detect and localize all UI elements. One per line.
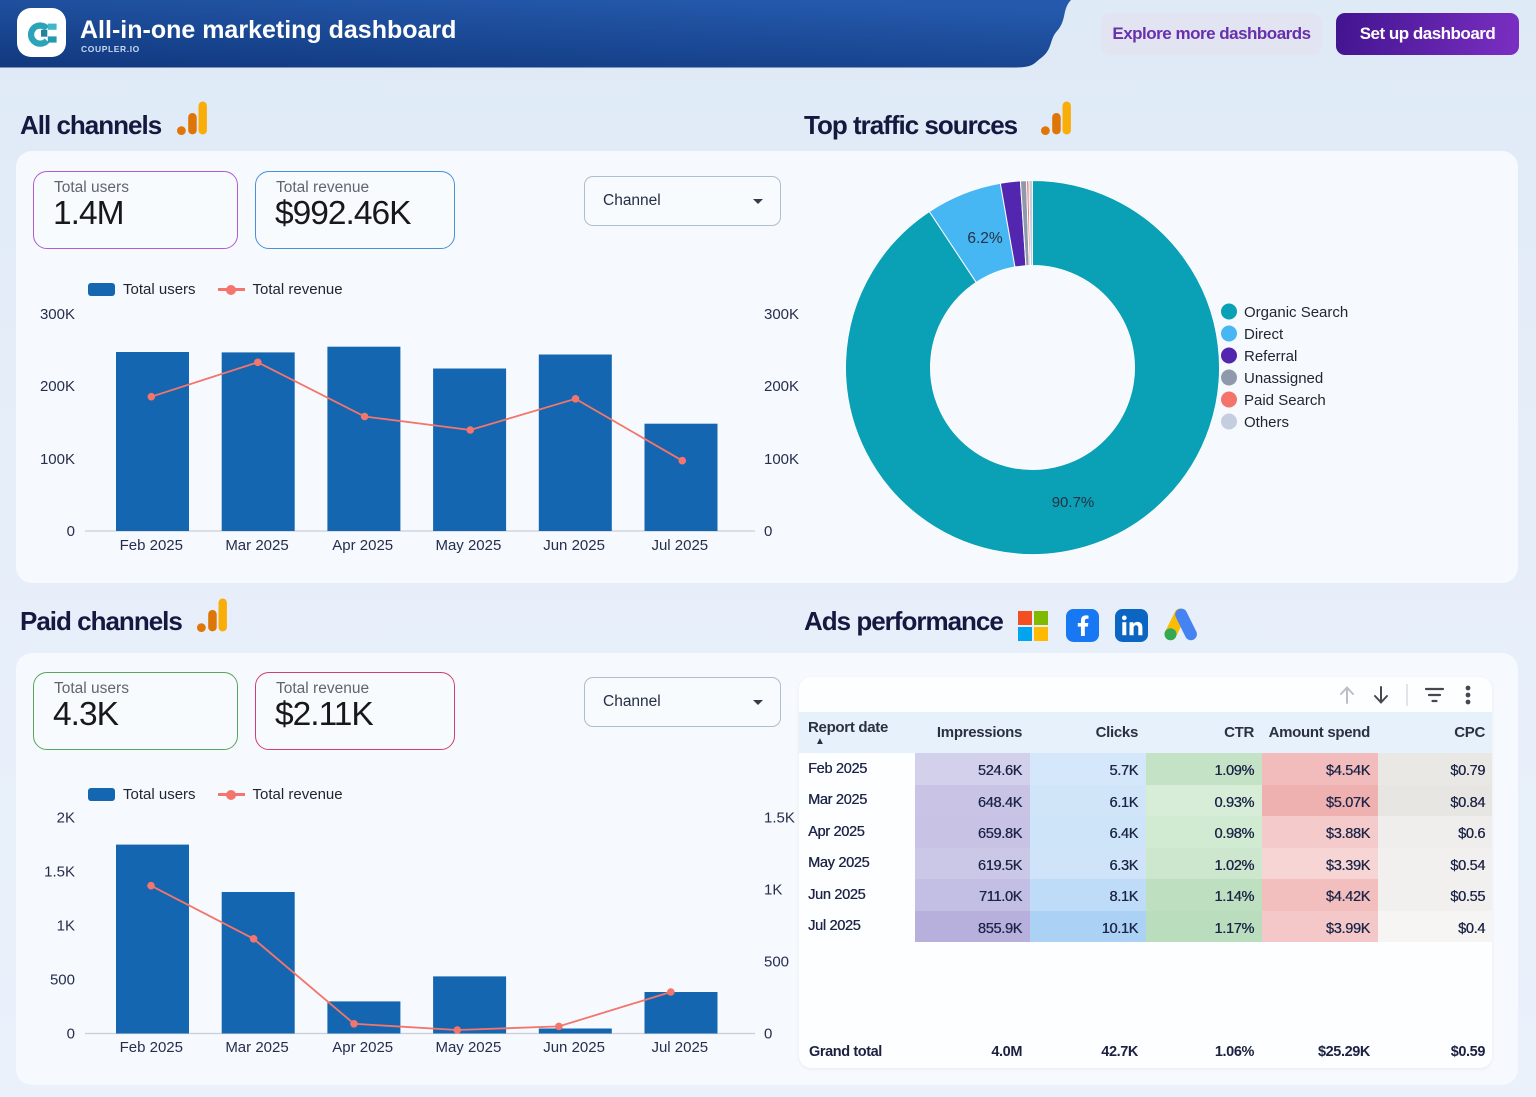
svg-text:Unassigned: Unassigned bbox=[1244, 370, 1323, 387]
svg-text:200K: 200K bbox=[764, 378, 799, 395]
svg-text:Direct: Direct bbox=[1244, 326, 1284, 343]
svg-text:1.5K: 1.5K bbox=[44, 864, 75, 881]
svg-text:Feb 2025: Feb 2025 bbox=[120, 537, 183, 554]
svg-text:90.7%: 90.7% bbox=[1052, 494, 1095, 511]
svg-text:Apr 2025: Apr 2025 bbox=[332, 537, 393, 554]
svg-text:Jun 2025: Jun 2025 bbox=[543, 1039, 605, 1056]
svg-text:0: 0 bbox=[764, 523, 772, 540]
svg-text:Referral: Referral bbox=[1244, 348, 1297, 365]
svg-text:300K: 300K bbox=[40, 306, 75, 323]
svg-text:100K: 100K bbox=[40, 451, 75, 468]
svg-text:Paid Search: Paid Search bbox=[1244, 392, 1326, 409]
svg-text:0: 0 bbox=[67, 1026, 75, 1043]
svg-text:Mar 2025: Mar 2025 bbox=[225, 1039, 288, 1056]
svg-text:Organic Search: Organic Search bbox=[1244, 304, 1348, 321]
svg-text:1K: 1K bbox=[57, 918, 75, 935]
svg-text:200K: 200K bbox=[40, 378, 75, 395]
svg-text:Feb 2025: Feb 2025 bbox=[120, 1039, 183, 1056]
svg-text:2K: 2K bbox=[57, 810, 75, 827]
svg-text:Jul 2025: Jul 2025 bbox=[651, 537, 708, 554]
svg-text:0: 0 bbox=[67, 523, 75, 540]
svg-text:Apr 2025: Apr 2025 bbox=[332, 1039, 393, 1056]
svg-text:500: 500 bbox=[50, 972, 75, 989]
svg-text:100K: 100K bbox=[764, 451, 799, 468]
svg-text:300K: 300K bbox=[764, 306, 799, 323]
svg-text:0: 0 bbox=[764, 1026, 772, 1043]
svg-text:Jul 2025: Jul 2025 bbox=[651, 1039, 708, 1056]
svg-text:May 2025: May 2025 bbox=[435, 537, 501, 554]
svg-text:Jun 2025: Jun 2025 bbox=[543, 537, 605, 554]
svg-text:Others: Others bbox=[1244, 414, 1289, 431]
svg-text:May 2025: May 2025 bbox=[435, 1039, 501, 1056]
svg-text:500: 500 bbox=[764, 954, 789, 971]
svg-text:1K: 1K bbox=[764, 882, 782, 899]
svg-text:Mar 2025: Mar 2025 bbox=[225, 537, 288, 554]
svg-text:6.2%: 6.2% bbox=[967, 230, 1003, 247]
svg-text:1.5K: 1.5K bbox=[764, 810, 795, 827]
